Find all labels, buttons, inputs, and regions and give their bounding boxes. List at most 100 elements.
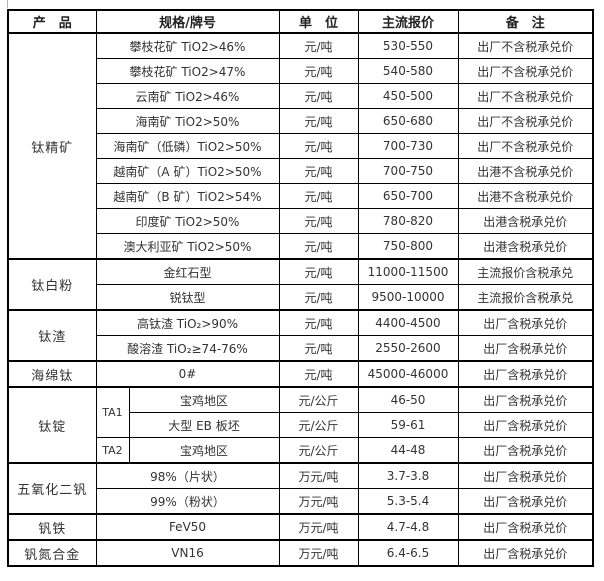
- note-cell: 出港含税承兑价: [457, 233, 594, 260]
- spec-cell: VN16: [95, 539, 280, 567]
- price-cell: 45000-46000: [357, 360, 459, 388]
- table-row: 钛渣 高钛渣 TiO₂>90% 元/吨 4400-4500 出厂含税承兑价: [7, 309, 594, 362]
- table-row: 钛精矿 攀枝花矿 TiO2>46% 元/吨 530-550 出厂不含税承兑价: [7, 32, 594, 260]
- unit-cell: 元/吨: [278, 284, 359, 311]
- price-table: 产 品规格/牌号单 位主流报价备 注 钛精矿 攀枝花矿 TiO2>46% 元/吨 53…: [7, 9, 594, 567]
- price-cell: 450-500: [357, 83, 459, 109]
- table-row: 攀枝花矿 TiO2>47% 元/吨 540-580 出厂不含税承兑价: [8, 58, 594, 84]
- table-row: 锐钛型 元/吨 9500-10000 主流报价含税承兑: [8, 284, 594, 311]
- spec-cell: 印度矿 TiO2>50%: [95, 208, 280, 234]
- table-body: 钛精矿 攀枝花矿 TiO2>46% 元/吨 530-550 出厂不含税承兑价 攀枝花矿 T…: [7, 32, 594, 567]
- table-row: 钛锭 TA1 宝鸡地区 元/公斤 46-50 出厂含税承兑价: [7, 386, 594, 464]
- spec-cell: 云南矿 TiO2>46%: [95, 83, 280, 109]
- note-cell: 出厂不含税承兑价: [457, 108, 594, 134]
- product-cell: 钒铁: [7, 513, 97, 541]
- product-cell: 钛渣: [7, 309, 97, 362]
- unit-cell: 元/吨: [278, 335, 359, 362]
- table-row: 印度矿 TiO2>50% 元/吨 780-820 出港含税承兑价: [8, 208, 594, 234]
- spec-cell: 海南矿（低磷）TiO2>50%: [95, 133, 280, 159]
- table-row: 大型 EB 板坯 元/公斤 59-61 出厂含税承兑价: [8, 412, 594, 438]
- table-row: 海绵钛 0# 元/吨 45000-46000 出厂含税承兑价: [7, 360, 594, 388]
- note-cell: 出港不含税承兑价: [457, 183, 594, 209]
- spec-cell: 0#: [95, 360, 280, 388]
- column-header: 单 位: [278, 9, 359, 34]
- unit-cell: 元/吨: [278, 233, 359, 260]
- crop-artifact-line: [7, 0, 8, 8]
- note-cell: 出厂含税承兑价: [457, 513, 594, 541]
- note-cell: 出厂含税承兑价: [457, 335, 594, 362]
- table-row: 钒氮合金 VN16 万元/吨 6.4-6.5 出厂含税承兑价: [7, 539, 594, 567]
- table-row: 海南矿（低磷）TiO2>50% 元/吨 700-730 出厂不含税承兑价: [8, 133, 594, 159]
- spec-cell: 攀枝花矿 TiO2>47%: [95, 58, 280, 84]
- spec-cell: 宝鸡地区: [128, 437, 280, 464]
- price-cell: 650-700: [357, 183, 459, 209]
- price-cell: 59-61: [357, 412, 459, 438]
- price-cell: 4400-4500: [357, 309, 459, 336]
- price-cell: 6.4-6.5: [357, 539, 459, 567]
- note-cell: 出港含税承兑价: [457, 208, 594, 234]
- note-cell: 出厂含税承兑价: [457, 437, 594, 464]
- table-header: 产 品规格/牌号单 位主流报价备 注: [7, 9, 594, 34]
- spec-cell: 海南矿 TiO2>50%: [95, 108, 280, 134]
- note-cell: 出厂含税承兑价: [457, 309, 594, 336]
- product-cell: 钒氮合金: [7, 539, 97, 567]
- spec-cell: 锐钛型: [95, 284, 280, 311]
- unit-cell: 元/吨: [278, 208, 359, 234]
- price-cell: 700-730: [357, 133, 459, 159]
- unit-cell: 万元/吨: [278, 539, 359, 567]
- price-cell: 650-680: [357, 108, 459, 134]
- note-cell: 出厂不含税承兑价: [457, 58, 594, 84]
- spec-cell: 攀枝花矿 TiO2>46%: [95, 32, 280, 59]
- unit-cell: 元/吨: [278, 58, 359, 84]
- unit-cell: 万元/吨: [278, 462, 359, 489]
- note-cell: 出厂含税承兑价: [457, 360, 594, 388]
- price-cell: 9500-10000: [357, 284, 459, 311]
- price-cell: 530-550: [357, 32, 459, 59]
- table-row: 越南矿（B 矿）TiO2>54% 元/吨 650-700 出港不含税承兑价: [8, 183, 594, 209]
- note-cell: 主流报价含税承兑: [457, 258, 594, 285]
- spec-cell: 99%（粉状）: [95, 488, 280, 515]
- unit-cell: 元/吨: [278, 183, 359, 209]
- unit-cell: 元/吨: [278, 360, 359, 388]
- unit-cell: 元/吨: [278, 32, 359, 59]
- spec-cell: 金红石型: [95, 258, 280, 285]
- note-cell: 出厂含税承兑价: [457, 386, 594, 413]
- unit-cell: 元/公斤: [278, 412, 359, 438]
- column-header: 规格/牌号: [95, 9, 280, 34]
- unit-cell: 万元/吨: [278, 488, 359, 515]
- price-cell: 5.3-5.4: [357, 488, 459, 515]
- table-row: 钛白粉 金红石型 元/吨 11000-11500 主流报价含税承兑: [7, 258, 594, 311]
- note-cell: 出厂含税承兑价: [457, 539, 594, 567]
- note-cell: 出厂含税承兑价: [457, 412, 594, 438]
- spec-cell: 宝鸡地区: [128, 386, 280, 413]
- table-header-row: 产 品规格/牌号单 位主流报价备 注: [7, 9, 594, 34]
- price-cell: 2550-2600: [357, 335, 459, 362]
- note-cell: 出港不含税承兑价: [457, 158, 594, 184]
- price-cell: 780-820: [357, 208, 459, 234]
- price-cell: 750-800: [357, 233, 459, 260]
- spec-cell: 澳大利亚矿 TiO2>50%: [95, 233, 280, 260]
- product-cell: 钛锭: [7, 386, 97, 464]
- note-cell: 出厂含税承兑价: [457, 462, 594, 489]
- table-row: TA2 宝鸡地区 元/公斤 44-48 出厂含税承兑价: [8, 437, 594, 464]
- unit-cell: 元/吨: [278, 83, 359, 109]
- column-header: 主流报价: [357, 9, 459, 34]
- table-row: 五氧化二钒 98%（片状） 万元/吨 3.7-3.8 出厂含税承兑价: [7, 462, 594, 515]
- spec-cell: FeV50: [95, 513, 280, 541]
- note-cell: 出厂含税承兑价: [457, 488, 594, 515]
- table-row: 99%（粉状） 万元/吨 5.3-5.4 出厂含税承兑价: [8, 488, 594, 515]
- unit-cell: 元/吨: [278, 258, 359, 285]
- column-header: 产 品: [7, 9, 97, 34]
- product-cell: 海绵钛: [7, 360, 97, 388]
- spec-cell: 越南矿（B 矿）TiO2>54%: [95, 183, 280, 209]
- price-cell: 11000-11500: [357, 258, 459, 285]
- product-cell: 五氧化二钒: [7, 462, 97, 515]
- table-row: 海南矿 TiO2>50% 元/吨 650-680 出厂不含税承兑价: [8, 108, 594, 134]
- price-cell: 540-580: [357, 58, 459, 84]
- price-cell: 700-750: [357, 158, 459, 184]
- table-row: 酸溶渣 TiO₂≥74-76% 元/吨 2550-2600 出厂含税承兑价: [8, 335, 594, 362]
- price-cell: 3.7-3.8: [357, 462, 459, 489]
- unit-cell: 元/公斤: [278, 386, 359, 413]
- spec-cell: 越南矿（A 矿）TiO2>50%: [95, 158, 280, 184]
- unit-cell: 万元/吨: [278, 513, 359, 541]
